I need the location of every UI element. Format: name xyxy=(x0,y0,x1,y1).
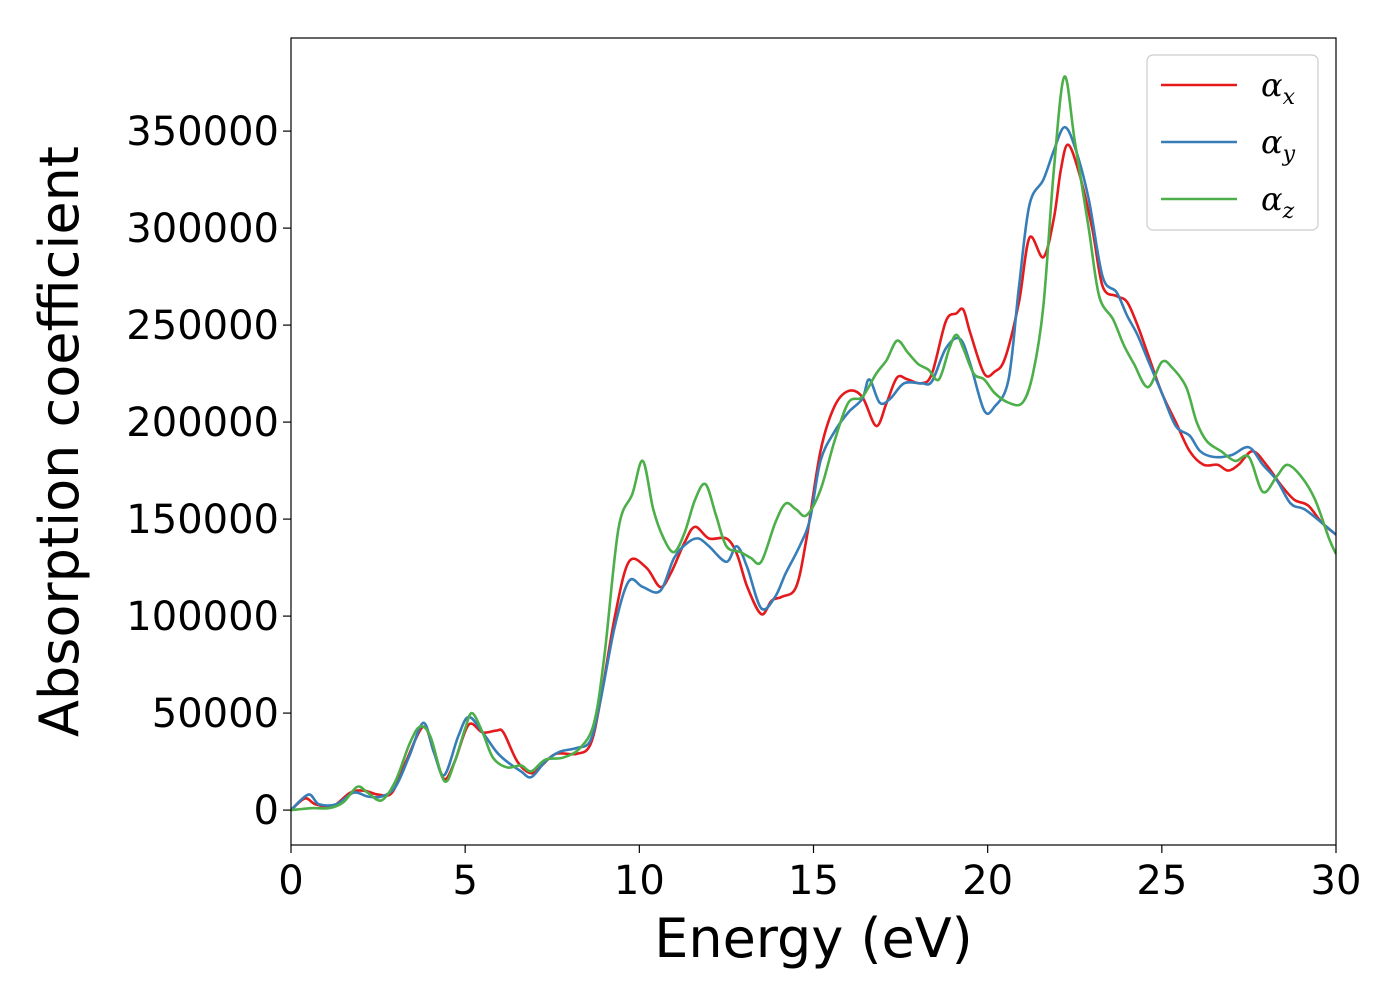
legend-item-z: αz xyxy=(1161,180,1295,224)
series-layer xyxy=(291,75,1336,812)
x-tick-label: 10 xyxy=(614,858,665,904)
y-tick-label: 350000 xyxy=(126,109,279,155)
y-axis-ticks: 0 50000 100000 150000 200000 250000 300000 3500… xyxy=(126,109,291,834)
y-tick-label: 250000 xyxy=(126,303,279,349)
legend-label: αz xyxy=(1261,180,1295,224)
x-axis-title: Energy (eV) xyxy=(654,907,973,970)
legend: αx αy αz xyxy=(1146,54,1319,231)
x-tick-label: 20 xyxy=(962,858,1013,904)
series-line-x xyxy=(291,143,1336,812)
legend-item-x: αx xyxy=(1161,66,1296,110)
y-tick-label: 150000 xyxy=(126,497,279,543)
x-tick-label: 15 xyxy=(788,858,839,904)
series-line-y xyxy=(291,125,1336,812)
y-tick-label: 100000 xyxy=(126,594,279,640)
x-tick-label: 25 xyxy=(1136,858,1187,904)
legend-label: αy xyxy=(1261,123,1296,167)
y-tick-label: 300000 xyxy=(126,206,279,252)
x-tick-label: 5 xyxy=(452,858,477,904)
x-tick-label: 0 xyxy=(278,858,303,904)
x-tick-label: 30 xyxy=(1311,858,1362,904)
y-tick-label: 200000 xyxy=(126,400,279,446)
y-tick-label: 50000 xyxy=(152,691,279,737)
y-axis-title: Absorption coefficient xyxy=(28,146,91,737)
legend-label: αx xyxy=(1261,66,1296,110)
x-axis-ticks: 0 5 10 15 20 25 30 xyxy=(278,845,1361,904)
legend-item-y: αy xyxy=(1161,123,1296,167)
series-line-z xyxy=(291,75,1336,812)
y-tick-label: 0 xyxy=(254,788,279,834)
